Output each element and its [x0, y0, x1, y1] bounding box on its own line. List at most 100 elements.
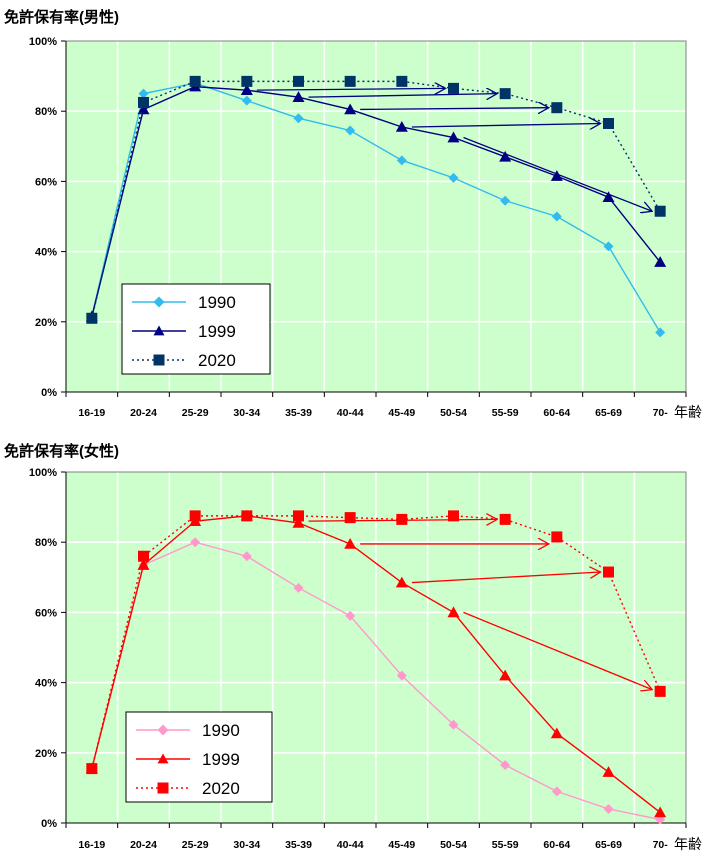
- data-point: [603, 803, 614, 814]
- x-tick-label: 20-24: [130, 839, 157, 851]
- data-point: [241, 75, 253, 87]
- y-tick-label: 80%: [35, 106, 57, 118]
- data-point: [395, 120, 408, 132]
- data-point: [448, 82, 459, 94]
- data-point: [499, 150, 512, 162]
- legend-label: 2020: [198, 351, 236, 370]
- legend-label: 1990: [202, 721, 240, 740]
- legend-swatch-marker: [153, 325, 165, 336]
- data-point: [654, 685, 666, 697]
- data-point: [602, 766, 615, 777]
- data-point: [241, 95, 252, 106]
- y-tick-label: 0%: [41, 387, 57, 399]
- data-point: [138, 88, 149, 99]
- data-point: [499, 669, 512, 681]
- cohort-arrow: [308, 94, 498, 98]
- data-point: [240, 84, 253, 95]
- data-point: [499, 513, 511, 525]
- data-point: [396, 513, 408, 525]
- x-axis-label: 年齢: [674, 404, 702, 420]
- data-point: [345, 125, 356, 136]
- series-1999: [85, 80, 667, 322]
- data-point: [396, 155, 407, 166]
- data-point: [86, 312, 98, 324]
- chart-2: 免許保有率(女性) 0% 20% 40% 60% 80% 100% 16-19 20-24 25-…: [4, 442, 702, 852]
- data-point: [500, 195, 511, 206]
- data-point: [86, 763, 98, 775]
- cohort-arrow: [360, 108, 549, 110]
- x-tick-label: 60-64: [543, 407, 570, 419]
- series-2020: [86, 75, 666, 324]
- data-point: [655, 327, 666, 338]
- series-line: [91, 82, 661, 333]
- data-point: [137, 559, 150, 570]
- legend-box: [121, 283, 271, 375]
- data-point: [190, 537, 201, 548]
- series-line: [91, 515, 661, 814]
- data-point: [241, 510, 253, 522]
- data-point: [654, 806, 667, 818]
- y-tick-label: 20%: [35, 317, 57, 329]
- series-line: [91, 541, 661, 821]
- series-line: [91, 85, 661, 317]
- legend-label: 1990: [198, 293, 236, 312]
- legend-swatch-marker: [157, 724, 169, 736]
- x-tick-label: 16-19: [78, 839, 105, 851]
- data-point: [241, 551, 252, 562]
- x-tick-label: 55-59: [492, 839, 519, 851]
- data-point: [550, 727, 563, 739]
- x-tick-label: 16-19: [78, 407, 105, 419]
- x-axis-label: 年齢: [674, 836, 702, 852]
- y-tick-label: 60%: [35, 176, 57, 188]
- data-point: [138, 550, 149, 562]
- data-point: [396, 670, 407, 681]
- x-tick-label: 35-39: [285, 407, 312, 419]
- data-point: [499, 88, 511, 100]
- data-point: [293, 582, 304, 593]
- cohort-arrow: [463, 136, 653, 212]
- data-point: [448, 719, 459, 730]
- x-tick-label: 55-59: [492, 407, 519, 419]
- data-point: [448, 510, 459, 522]
- data-point: [654, 256, 667, 267]
- data-point: [345, 610, 356, 621]
- chart-title: 免許保有率(男性): [4, 8, 119, 26]
- chart-title: 免許保有率(女性): [4, 442, 119, 460]
- data-point: [654, 205, 666, 217]
- data-point: [500, 760, 511, 771]
- data-point: [293, 510, 304, 522]
- x-tick-label: 45-49: [388, 839, 415, 851]
- x-tick-label: 70-: [653, 407, 669, 419]
- legend-label: 1999: [202, 750, 240, 769]
- cohort-arrow: [463, 611, 653, 689]
- data-point: [447, 606, 460, 618]
- x-tick-label: 25-29: [182, 839, 209, 851]
- y-tick-label: 100%: [29, 467, 57, 479]
- data-point: [137, 103, 150, 115]
- x-tick-label: 25-29: [182, 407, 209, 419]
- data-point: [344, 512, 356, 524]
- y-tick-label: 0%: [41, 818, 57, 830]
- y-tick-label: 60%: [35, 607, 57, 619]
- y-tick-label: 80%: [35, 537, 57, 549]
- data-point: [603, 117, 614, 129]
- data-point: [603, 241, 614, 252]
- legend-swatch-marker: [157, 782, 169, 794]
- cohort-arrow: [308, 519, 498, 521]
- data-point: [551, 786, 562, 797]
- legend-box: [125, 711, 273, 803]
- data-point: [293, 113, 304, 124]
- legend: 1990 1999 2020: [121, 283, 271, 375]
- x-tick-label: 20-24: [130, 407, 157, 419]
- data-point: [138, 96, 149, 108]
- x-tick-label: 70-: [653, 839, 669, 851]
- x-tick-label: 50-54: [440, 407, 467, 419]
- x-tick-label: 40-44: [337, 407, 364, 419]
- y-tick-label: 100%: [29, 36, 57, 48]
- series-2020: [86, 510, 666, 775]
- x-tick-label: 65-69: [595, 839, 622, 851]
- series-1990: [86, 537, 666, 825]
- legend: 1990 1999 2020: [125, 711, 273, 803]
